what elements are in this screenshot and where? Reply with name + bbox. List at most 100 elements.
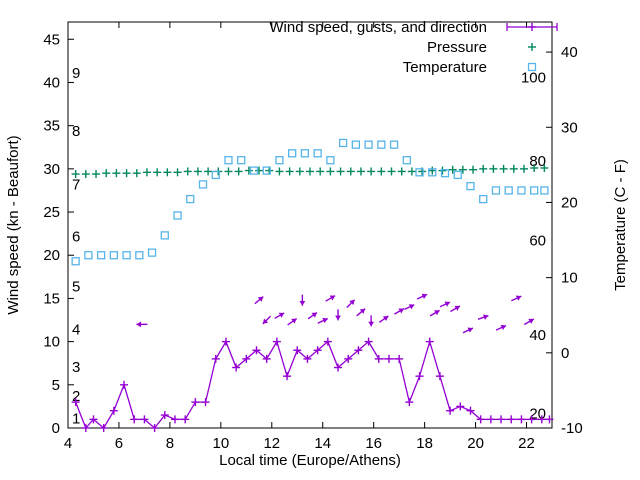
square-marker xyxy=(527,62,537,72)
y2-tick-label: 30 xyxy=(561,119,578,136)
wind-arrow-head xyxy=(500,324,507,331)
beaufort-label: 6 xyxy=(72,228,80,245)
y-tick-label: 45 xyxy=(43,31,60,48)
wind-arrow xyxy=(307,311,318,320)
fahrenheit-label: 100 xyxy=(521,69,546,86)
square-marker xyxy=(211,170,220,180)
y2-axis-title: Temperature (C - F) xyxy=(612,159,629,291)
square-marker xyxy=(479,194,488,204)
plot-border xyxy=(67,21,553,429)
wind-arrow-head xyxy=(421,293,428,299)
square-marker xyxy=(466,181,475,191)
x-tick-label: 12 xyxy=(263,435,280,452)
square-marker xyxy=(377,140,386,149)
square-marker xyxy=(313,149,322,158)
square-marker xyxy=(237,156,246,165)
square-marker xyxy=(326,156,335,165)
wind-arrow-head xyxy=(299,300,306,306)
wind-arrow-head xyxy=(311,312,318,318)
square-marker xyxy=(262,166,271,175)
square-marker xyxy=(173,211,182,220)
beaufort-label: 5 xyxy=(72,278,80,295)
beaufort-label: 9 xyxy=(72,65,80,82)
square-marker xyxy=(198,180,208,189)
square-marker xyxy=(160,231,169,240)
square-marker xyxy=(504,186,513,195)
wind-arrow-head xyxy=(291,318,297,324)
y-tick-label: 15 xyxy=(43,290,60,307)
wind-arrow xyxy=(477,314,489,320)
wind-arrow xyxy=(439,301,451,308)
x-tick-label: 14 xyxy=(314,435,331,452)
square-marker xyxy=(415,168,424,177)
x-tick-label: 20 xyxy=(467,435,484,452)
square-marker xyxy=(453,170,462,180)
beaufort-label: 4 xyxy=(72,322,80,339)
wind-arrow-head xyxy=(257,296,264,302)
square-marker xyxy=(109,251,119,260)
y-tick-label: 40 xyxy=(43,74,60,91)
x-tick-label: 4 xyxy=(64,435,72,452)
beaufort-label: 3 xyxy=(72,359,80,376)
wind-direction-arrows xyxy=(136,293,535,334)
wind-arrow-head xyxy=(136,321,142,328)
square-marker xyxy=(288,149,297,158)
y-tick-label: 5 xyxy=(52,377,60,394)
wind-arrow xyxy=(325,295,336,302)
wind-arrow xyxy=(495,324,507,331)
x-tick-label: 6 xyxy=(115,435,123,452)
wind-arrow xyxy=(462,327,474,334)
legend-label: Pressure xyxy=(427,39,487,56)
y-tick-label: 0 xyxy=(52,420,60,437)
fahrenheit-label: 60 xyxy=(529,233,546,250)
wind-arrow-head xyxy=(528,318,534,324)
wind-arrow-head xyxy=(368,321,375,327)
square-marker xyxy=(224,156,233,165)
wind-arrow xyxy=(368,315,375,327)
square-marker xyxy=(402,156,411,165)
y2-tick-label: 0 xyxy=(561,345,569,362)
square-marker xyxy=(540,186,549,195)
square-marker xyxy=(440,169,450,178)
beaufort-label: 8 xyxy=(72,123,80,140)
wind-arrow xyxy=(136,321,148,328)
square-marker xyxy=(364,140,373,149)
series-group xyxy=(71,138,554,432)
x-axis-title: Local time (Europe/Athens) xyxy=(219,452,401,469)
beaufort-label: 1 xyxy=(72,411,80,428)
wind-arrow-head xyxy=(434,310,440,316)
wind-arrow xyxy=(429,309,440,317)
wind-arrow xyxy=(416,293,428,300)
wind-arrow-head xyxy=(483,314,489,320)
wind-arrow xyxy=(511,295,522,302)
square-marker xyxy=(249,166,259,175)
legend-label: Wind speed, gusts, and direction xyxy=(269,19,487,36)
y-axis-title: Wind speed (kn - Beaufort) xyxy=(5,135,22,314)
square-marker xyxy=(428,168,437,177)
wind-arrow xyxy=(262,315,272,325)
wind-arrow-head xyxy=(359,308,366,314)
wind-arrow-head xyxy=(467,327,473,333)
wind-arrow-head xyxy=(398,308,404,314)
wind-arrow xyxy=(394,308,405,315)
wind-arrow-head xyxy=(278,312,285,318)
fahrenheit-label: 40 xyxy=(529,327,546,344)
square-marker xyxy=(351,140,361,149)
square-marker xyxy=(71,257,80,266)
wind-arrow xyxy=(287,318,298,326)
y-tick-label: 10 xyxy=(43,334,60,351)
y2-tick-label: -10 xyxy=(561,420,583,437)
square-marker xyxy=(135,251,144,260)
wind-speed-line xyxy=(75,339,550,430)
wind-arrow xyxy=(317,317,329,324)
square-marker xyxy=(84,251,93,260)
square-marker xyxy=(491,186,501,195)
square-marker xyxy=(517,186,526,195)
square-marker xyxy=(147,248,157,257)
wind-arrow xyxy=(523,318,535,326)
y2-tick-label: 10 xyxy=(561,270,578,287)
